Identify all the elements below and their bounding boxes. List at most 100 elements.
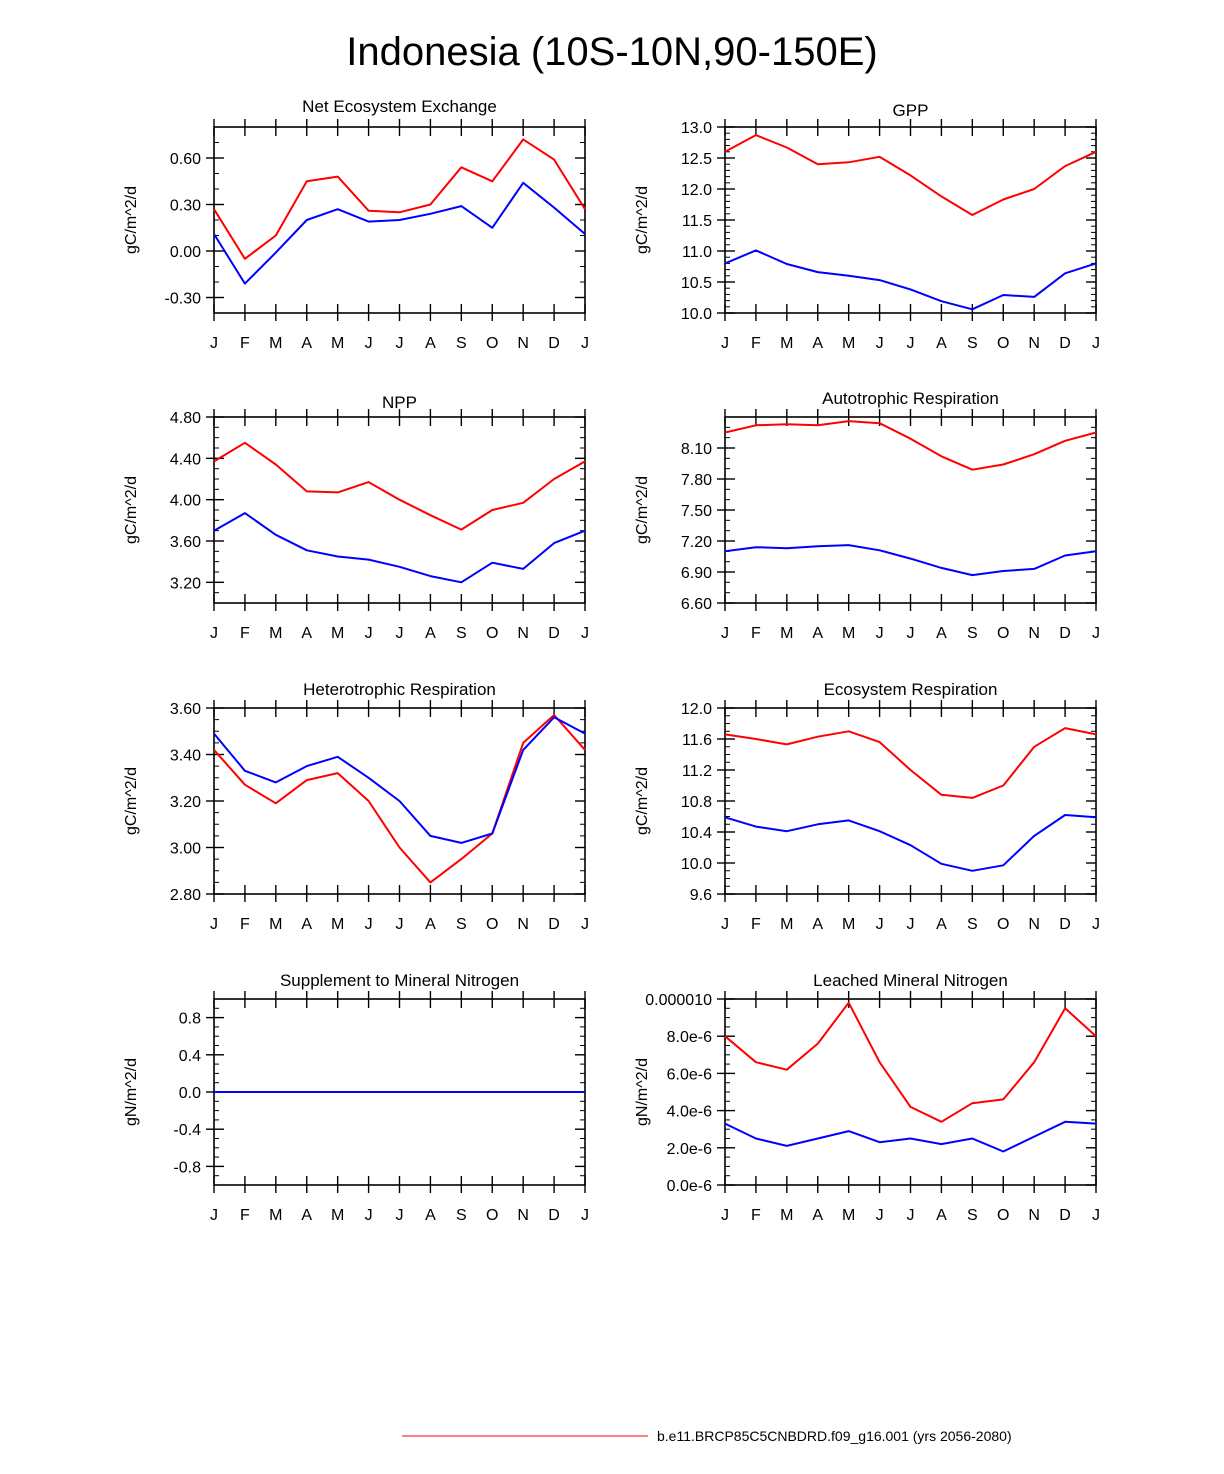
x-tick-label: O [486, 335, 498, 352]
panel-4: Heterotrophic Respiration gC/m^2/d 2.80 3.0… [123, 680, 589, 933]
y-axis-label: gC/m^2/d [123, 186, 140, 254]
y-tick-label: 3.60 [170, 534, 201, 551]
x-tick-label: O [997, 1207, 1009, 1224]
y-tick-label: 2.80 [170, 887, 201, 904]
y-tick-label: 7.20 [681, 534, 712, 551]
series-line-blue [724, 249, 1097, 311]
x-tick-label: A [425, 1207, 436, 1224]
x-tick-label: F [751, 916, 761, 933]
x-tick-label: J [210, 916, 218, 933]
y-tick-label: 11.0 [682, 244, 712, 261]
x-tick-label: M [780, 335, 793, 352]
x-tick-label: N [1028, 625, 1040, 642]
x-tick-label: O [486, 625, 498, 642]
x-tick-label: S [456, 1207, 467, 1224]
y-tick-label: 12.0 [681, 701, 712, 718]
x-tick-label: S [456, 335, 467, 352]
y-tick-label: 4.0e-6 [667, 1104, 712, 1121]
panel-title: Supplement to Mineral Nitrogen [280, 971, 519, 990]
x-tick-label: F [751, 625, 761, 642]
y-tick-label: 12.0 [681, 182, 712, 199]
x-tick-label: N [517, 335, 529, 352]
x-tick-label: J [365, 916, 373, 933]
x-tick-label: M [331, 916, 344, 933]
y-axis-label: gN/m^2/d [123, 1058, 140, 1126]
y-tick-label: 12.5 [681, 151, 712, 168]
x-tick-label: S [456, 625, 467, 642]
panel-6: Supplement to Mineral Nitrogen gN/m^2/d -0… [123, 971, 589, 1224]
x-tick-label: A [301, 1207, 312, 1224]
y-tick-label: 11.2 [682, 763, 712, 780]
legend: b.e11.BRCP85C5CNBDRD.f09_g16.001 (yrs 20… [402, 1428, 1012, 1444]
y-tick-label: 6.90 [681, 565, 712, 582]
y-tick-label: 7.50 [681, 503, 712, 520]
panel-7: Leached Mineral Nitrogen gN/m^2/d 0.0e-6 2.… [634, 971, 1100, 1224]
y-tick-label: 10.4 [681, 825, 712, 842]
x-tick-label: J [396, 916, 404, 933]
plot-frame [213, 416, 586, 604]
x-tick-label: J [210, 625, 218, 642]
panel-title: Autotrophic Respiration [822, 389, 999, 408]
series-line-red [724, 134, 1097, 216]
x-tick-label: F [240, 335, 250, 352]
x-tick-label: M [269, 625, 282, 642]
x-tick-label: O [486, 916, 498, 933]
panel-title: GPP [893, 101, 929, 120]
series-line-red [213, 714, 586, 884]
series-line-blue [724, 1120, 1097, 1153]
y-tick-label: -0.30 [165, 291, 202, 308]
series-line-blue [213, 512, 586, 584]
x-tick-label: A [812, 625, 823, 642]
series-line-blue [213, 181, 586, 285]
y-tick-label: 4.40 [170, 451, 201, 468]
y-tick-label: 3.40 [170, 748, 201, 765]
x-tick-label: S [967, 625, 978, 642]
x-tick-label: A [425, 335, 436, 352]
x-tick-label: J [907, 916, 915, 933]
x-tick-label: A [425, 625, 436, 642]
x-tick-label: M [331, 625, 344, 642]
x-tick-label: M [331, 335, 344, 352]
x-tick-label: O [997, 335, 1009, 352]
y-tick-label: -0.4 [173, 1122, 201, 1139]
x-tick-label: D [1059, 916, 1071, 933]
y-tick-label: 0.0e-6 [667, 1178, 712, 1195]
x-tick-label: J [581, 916, 589, 933]
y-tick-label: 13.0 [681, 120, 712, 137]
y-axis-label: gC/m^2/d [634, 186, 651, 254]
x-tick-label: D [1059, 1207, 1071, 1224]
x-tick-label: N [1028, 335, 1040, 352]
x-tick-label: F [240, 916, 250, 933]
x-tick-label: J [365, 625, 373, 642]
x-tick-label: N [1028, 1207, 1040, 1224]
x-tick-label: S [967, 335, 978, 352]
series-line-red [213, 138, 586, 260]
x-tick-label: M [269, 1207, 282, 1224]
plot-frame [724, 126, 1097, 314]
y-tick-label: 3.20 [170, 575, 201, 592]
x-tick-label: J [876, 1207, 884, 1224]
y-tick-label: 3.60 [170, 701, 201, 718]
x-tick-label: A [301, 916, 312, 933]
y-axis-label: gC/m^2/d [123, 476, 140, 544]
y-tick-label: 4.80 [170, 410, 201, 427]
x-tick-label: J [396, 625, 404, 642]
y-tick-label: 0.00 [170, 244, 201, 261]
series-line-red [724, 727, 1097, 799]
x-tick-label: M [269, 335, 282, 352]
x-tick-label: A [812, 916, 823, 933]
x-tick-label: A [936, 335, 947, 352]
x-tick-label: J [876, 335, 884, 352]
y-tick-label: 0.4 [179, 1048, 201, 1065]
x-tick-label: D [548, 625, 560, 642]
y-tick-label: 10.0 [681, 856, 712, 873]
x-tick-label: S [456, 916, 467, 933]
x-tick-label: N [517, 625, 529, 642]
y-tick-label: 10.5 [681, 275, 712, 292]
x-tick-label: A [936, 1207, 947, 1224]
x-tick-label: A [936, 625, 947, 642]
x-tick-label: D [548, 1207, 560, 1224]
x-tick-label: D [548, 335, 560, 352]
y-axis-label: gC/m^2/d [634, 767, 651, 835]
y-tick-label: 10.0 [681, 306, 712, 323]
